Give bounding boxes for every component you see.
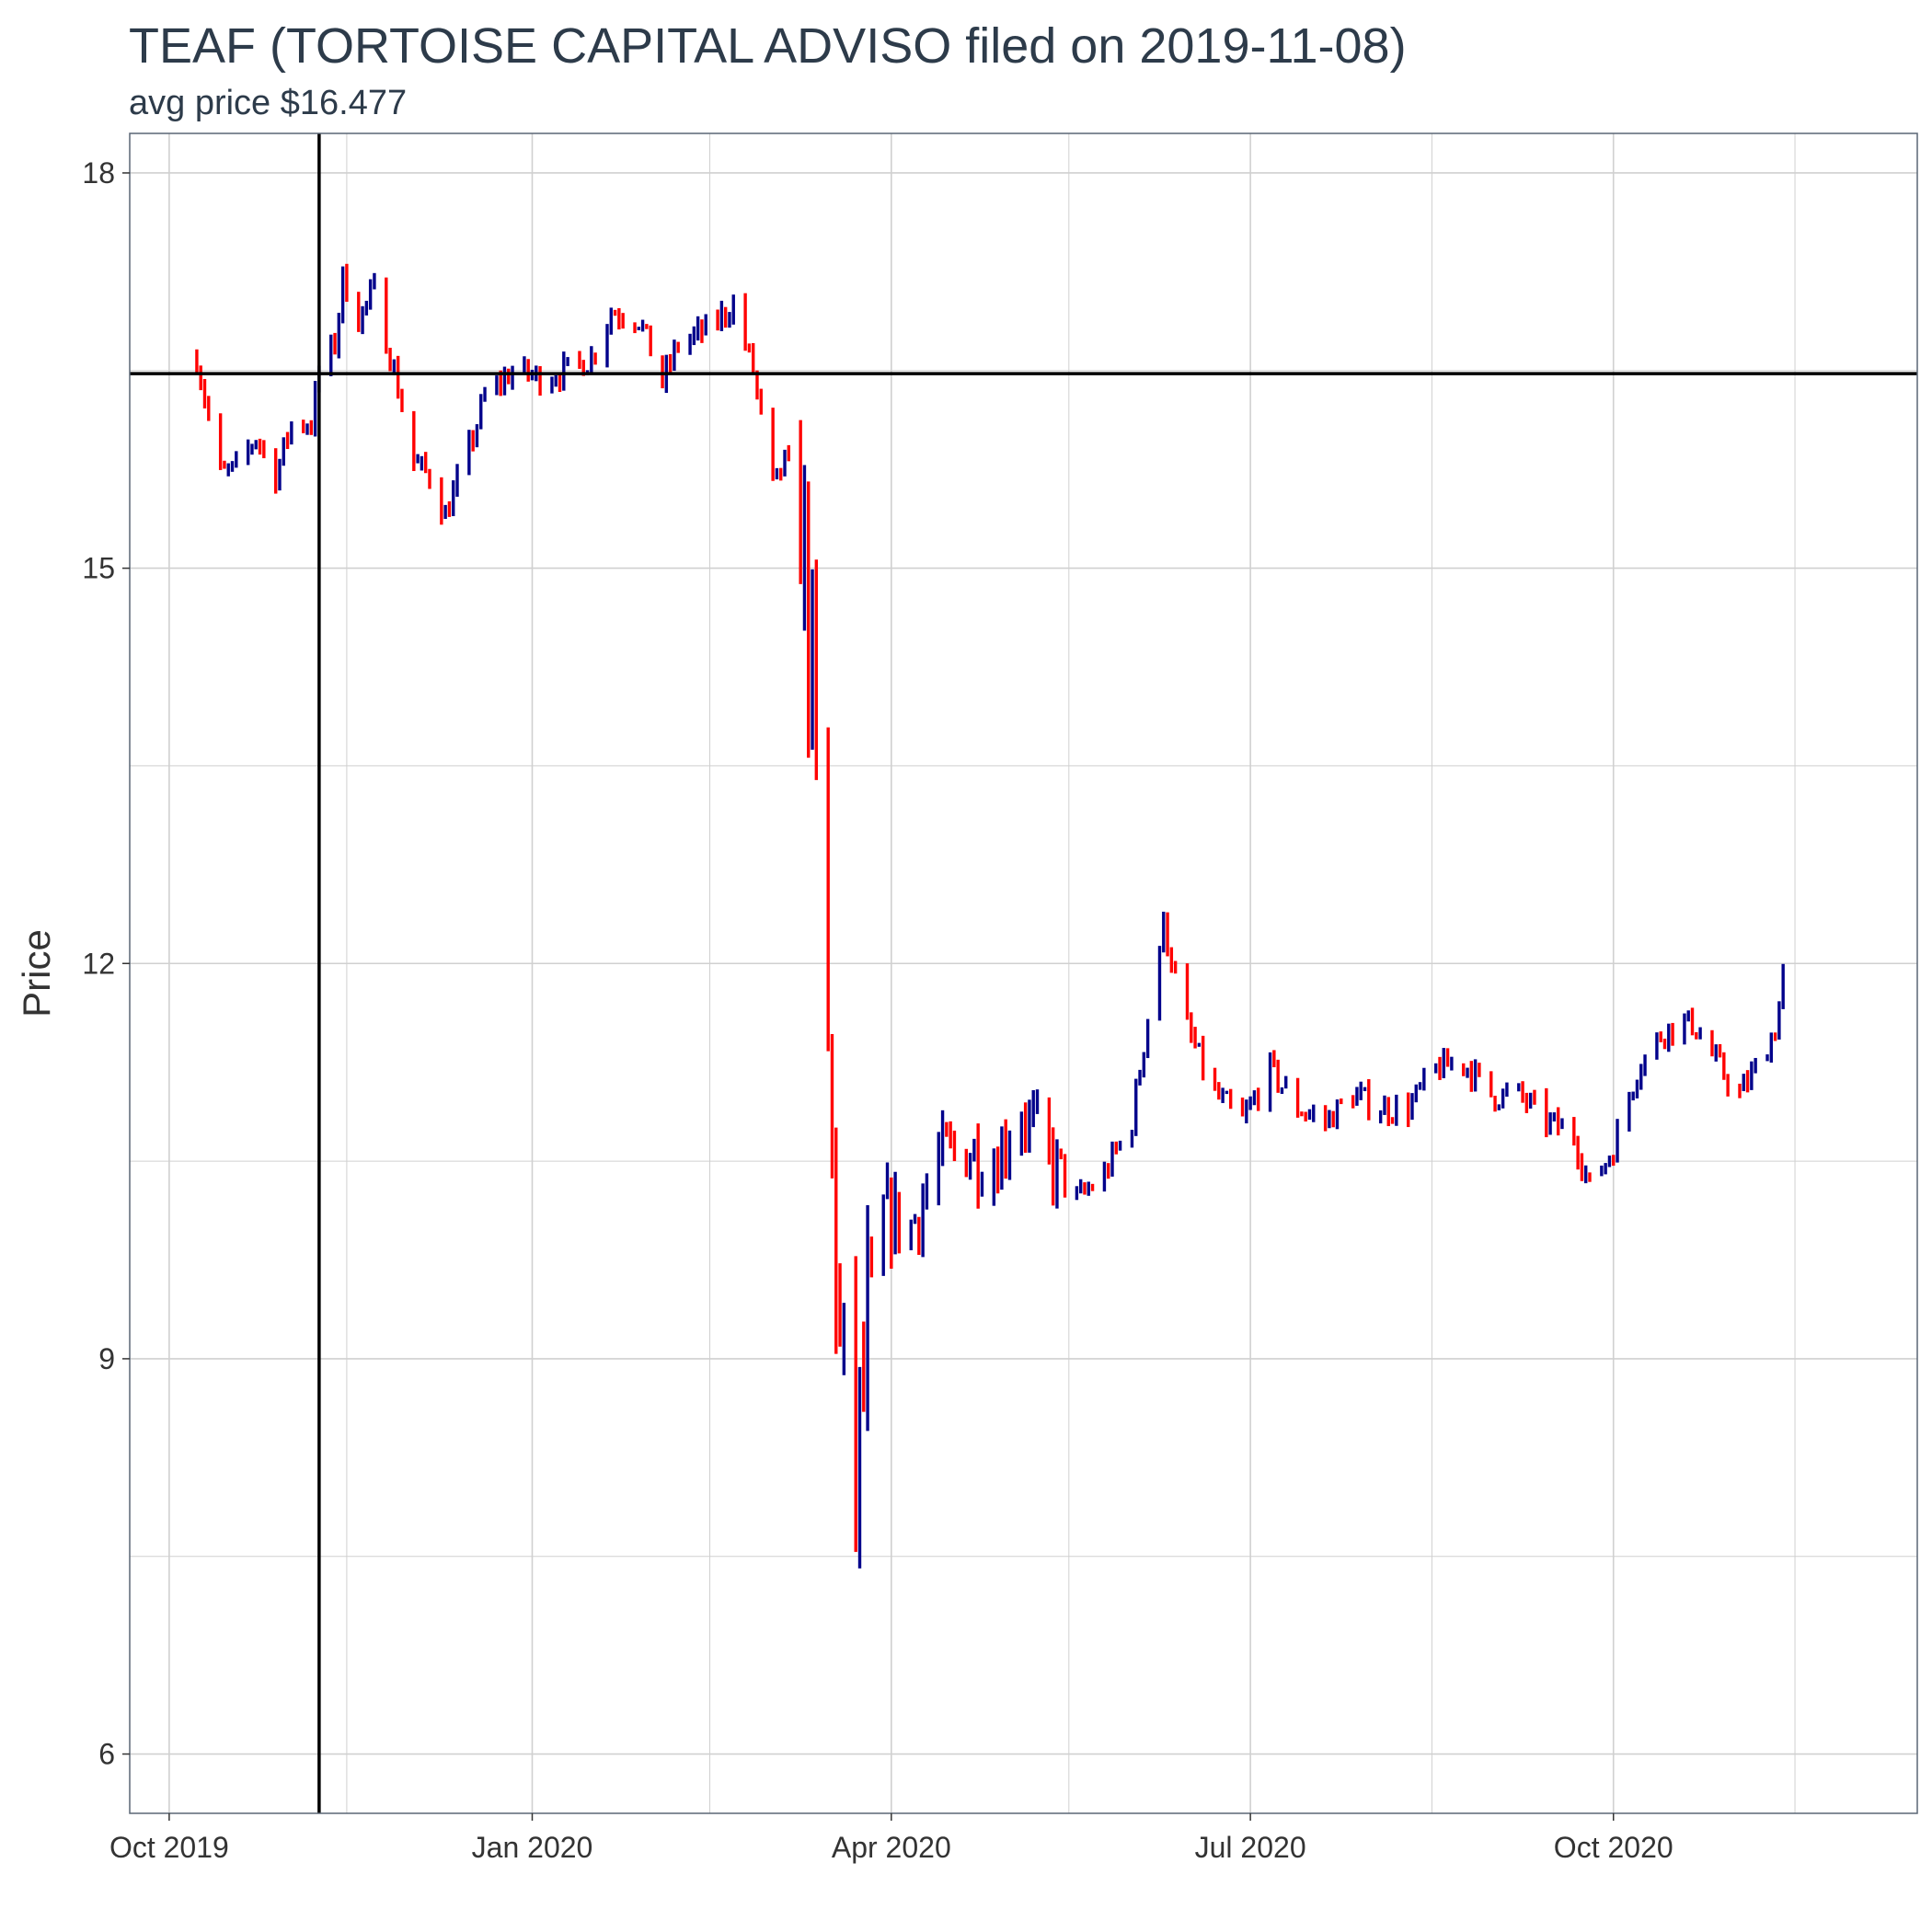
- chart-subtitle: avg price $16.477: [129, 84, 407, 122]
- price-bars: [195, 263, 1785, 1569]
- y-axis-ticks: 6 9 12 15 18: [82, 156, 130, 1771]
- x-tick-label: Jan 2020: [472, 1831, 593, 1864]
- y-tick-label: 12: [82, 947, 115, 980]
- y-axis-label: Price: [15, 929, 58, 1018]
- chart-title: TEAF (TORTOISE CAPITAL ADVISO filed on 2…: [129, 18, 1407, 74]
- y-tick-label: 18: [82, 156, 115, 190]
- x-axis-ticks: Oct 2019 Jan 2020 Apr 2020 Jul 2020 Oct 2020: [109, 1813, 1673, 1864]
- y-tick-label: 15: [82, 552, 115, 585]
- x-tick-label: Jul 2020: [1195, 1831, 1306, 1864]
- minor-gridlines: [130, 133, 1917, 1813]
- reference-lines: [130, 133, 1917, 1813]
- y-tick-label: 9: [98, 1342, 115, 1375]
- y-tick-label: 6: [98, 1738, 115, 1771]
- x-tick-label: Oct 2020: [1554, 1831, 1673, 1864]
- major-gridlines: [130, 133, 1917, 1813]
- x-tick-label: Apr 2020: [832, 1831, 951, 1864]
- plot-panel: [129, 132, 1918, 1814]
- x-tick-label: Oct 2019: [109, 1831, 229, 1864]
